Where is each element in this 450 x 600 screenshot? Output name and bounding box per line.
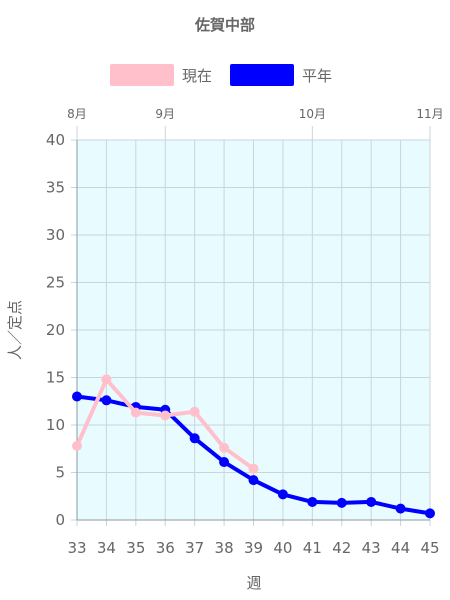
x-tick-label: 33 bbox=[67, 539, 86, 557]
chart-title: 佐賀中部 bbox=[194, 16, 255, 34]
x-tick-label: 34 bbox=[97, 539, 116, 557]
plot-area: 0 5 10 15 20 25 30 35 40 33 34 35 36 37 38 39 40 41 42 43 44… bbox=[46, 107, 444, 557]
data-point-現在 bbox=[160, 410, 171, 421]
data-point-平年 bbox=[366, 496, 377, 507]
legend-label: 現在 bbox=[182, 67, 212, 85]
legend-swatch-現在 bbox=[110, 64, 174, 86]
data-point-平年 bbox=[101, 395, 112, 406]
data-point-平年 bbox=[307, 496, 318, 507]
data-point-現在 bbox=[72, 440, 82, 451]
month-label: 10月 bbox=[299, 107, 326, 121]
y-tick-label: 30 bbox=[46, 226, 65, 244]
data-point-平年 bbox=[72, 391, 82, 402]
x-tick-label: 45 bbox=[420, 539, 439, 557]
month-label: 9月 bbox=[155, 107, 175, 121]
legend-label: 平年 bbox=[302, 67, 332, 85]
data-point-平年 bbox=[395, 503, 406, 514]
y-tick-label: 20 bbox=[46, 321, 65, 339]
data-point-平年 bbox=[277, 489, 288, 500]
month-label: 11月 bbox=[416, 107, 443, 121]
legend-swatch-平年 bbox=[230, 64, 294, 86]
data-point-現在 bbox=[219, 442, 230, 453]
x-tick-label: 41 bbox=[303, 539, 322, 557]
x-axis-label: 週 bbox=[246, 574, 261, 592]
x-tick-label: 39 bbox=[244, 539, 263, 557]
x-tick-label: 42 bbox=[332, 539, 351, 557]
x-tick-label: 35 bbox=[126, 539, 145, 557]
y-tick-label: 25 bbox=[46, 274, 65, 292]
y-tick-label: 35 bbox=[46, 179, 65, 197]
data-point-平年 bbox=[189, 433, 200, 444]
y-tick-label: 10 bbox=[46, 416, 65, 434]
x-tick-label: 37 bbox=[185, 539, 204, 557]
x-tick-label: 38 bbox=[215, 539, 234, 557]
y-axis-label: 人／定点 bbox=[6, 300, 24, 360]
x-tick-label: 40 bbox=[273, 539, 292, 557]
y-tick-label: 0 bbox=[55, 511, 65, 529]
y-tick-label: 15 bbox=[46, 369, 65, 387]
data-point-現在 bbox=[189, 406, 200, 417]
x-tick-label: 36 bbox=[156, 539, 175, 557]
data-point-平年 bbox=[336, 497, 347, 508]
data-point-現在 bbox=[130, 407, 141, 418]
y-tick-label: 40 bbox=[46, 131, 65, 149]
data-point-平年 bbox=[219, 457, 230, 468]
data-point-現在 bbox=[101, 374, 112, 385]
data-point-平年 bbox=[248, 475, 259, 486]
x-tick-label: 44 bbox=[391, 539, 410, 557]
data-point-現在 bbox=[248, 463, 259, 474]
y-tick-label: 5 bbox=[55, 464, 65, 482]
month-label: 8月 bbox=[67, 107, 87, 121]
data-point-平年 bbox=[425, 508, 435, 519]
legend: 現在 平年 bbox=[110, 64, 332, 86]
x-tick-label: 43 bbox=[362, 539, 381, 557]
